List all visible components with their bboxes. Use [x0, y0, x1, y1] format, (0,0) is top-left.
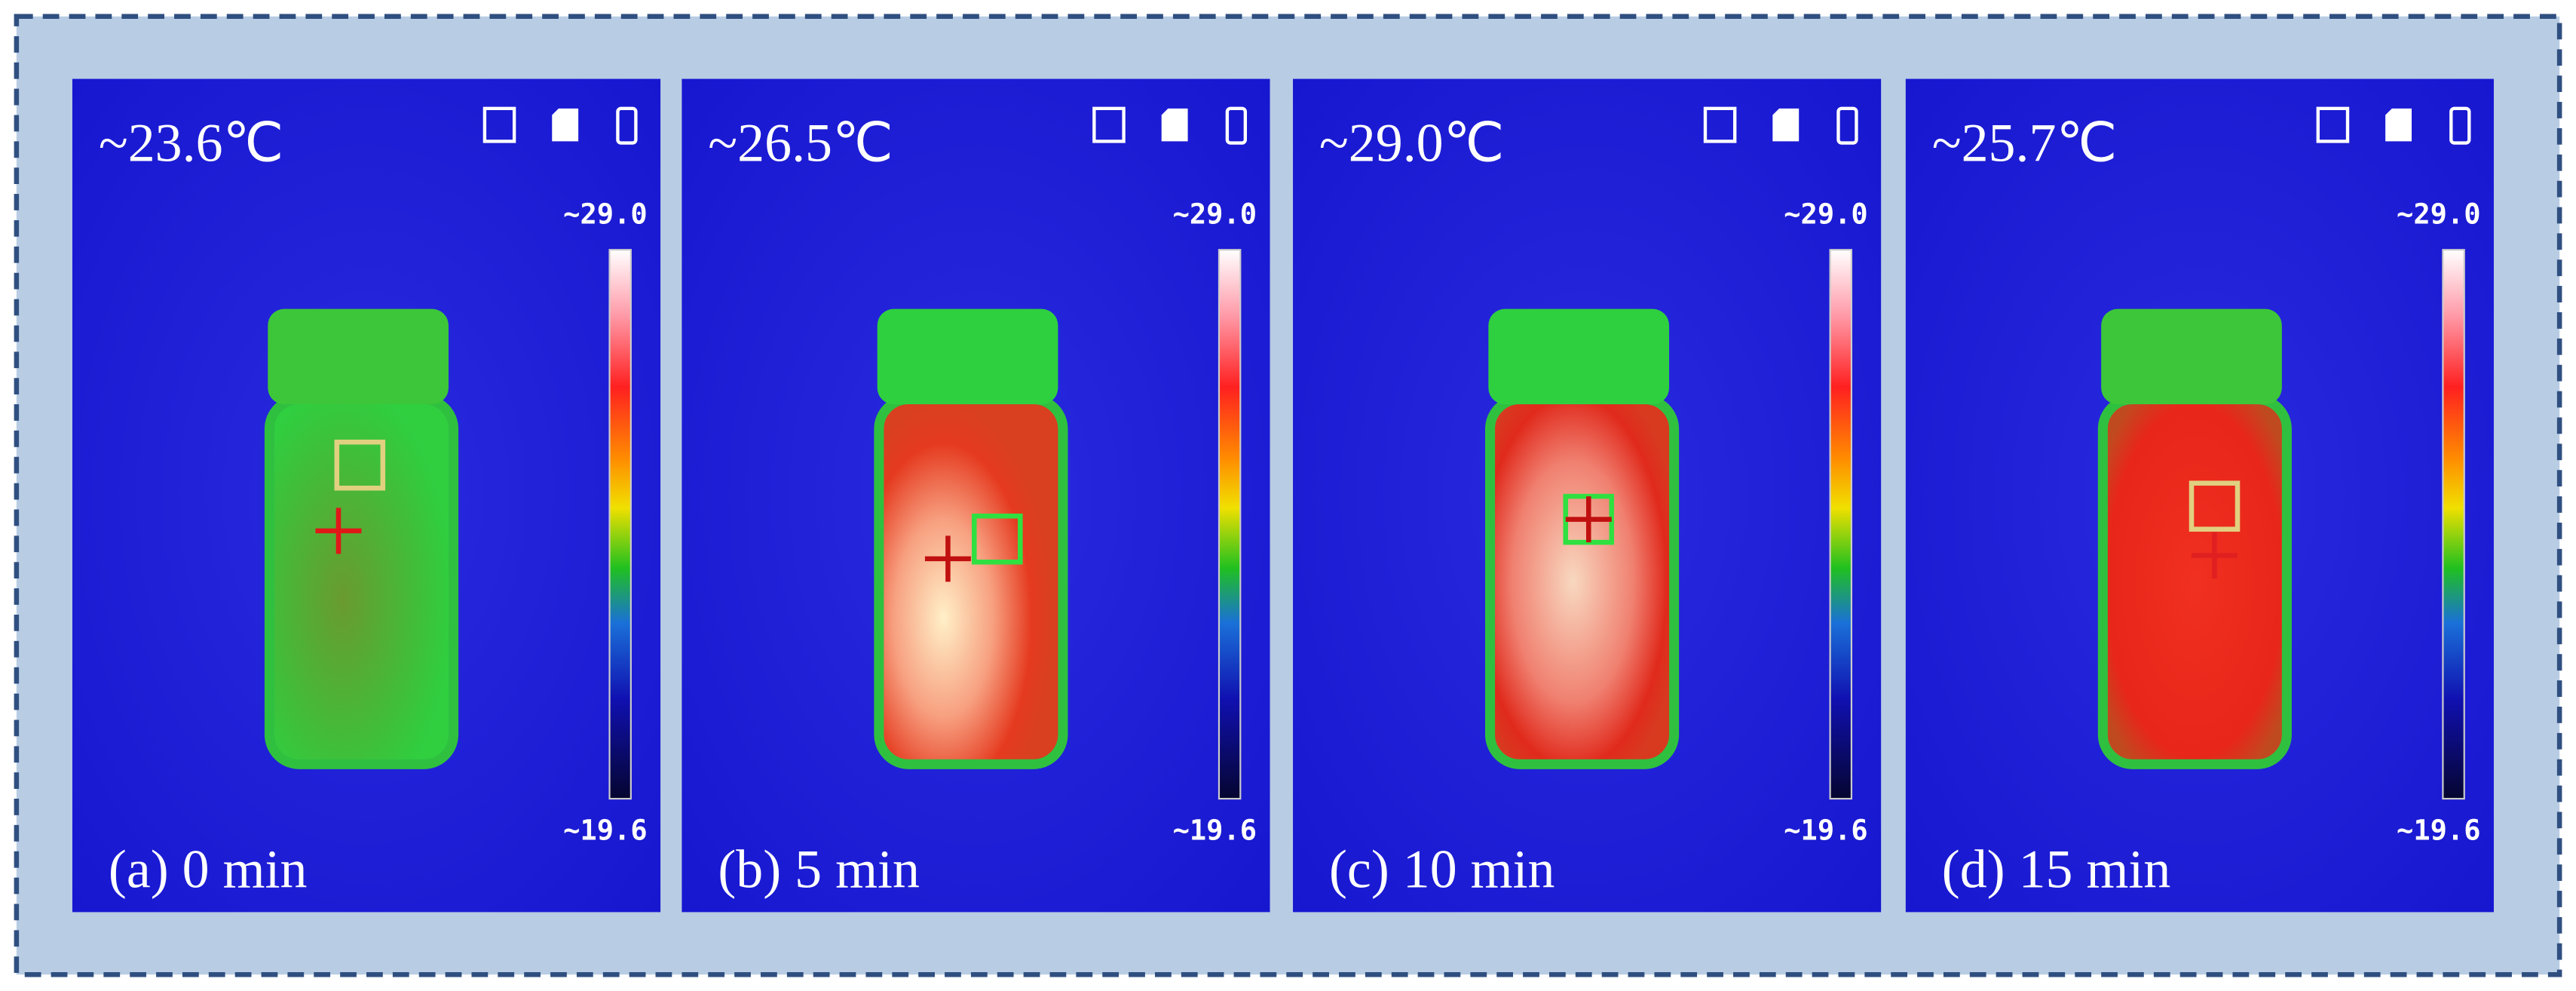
battery-icon [616, 106, 638, 145]
bottle-body [2097, 394, 2292, 769]
bottle-body [874, 394, 1068, 769]
scale-max: ~29.0 [2397, 198, 2480, 230]
sd-icon [1161, 108, 1188, 142]
unit-icon [1703, 106, 1737, 143]
scale-max: ~29.0 [563, 198, 647, 230]
thermal-panel: ~29.0 ~19.6 ~26.5℃ (b) 5 min [682, 78, 1270, 913]
temperature-label: ~23.6℃ [99, 113, 283, 173]
thermal-panel: ~29.0 ~19.6 ~25.7℃ (d) 15 min [1905, 78, 2494, 913]
panel-caption: (b) 5 min [718, 839, 920, 900]
bottle-cap [877, 308, 1058, 405]
panel-caption: (c) 10 min [1329, 839, 1555, 900]
scale-min: ~19.6 [2397, 815, 2480, 847]
battery-icon [2449, 106, 2471, 145]
measure-box [972, 513, 1023, 565]
unit-icon [1092, 106, 1126, 143]
color-scale [608, 249, 632, 800]
temperature-label: ~29.0℃ [1319, 113, 1505, 173]
scale-max: ~29.0 [1784, 198, 1867, 230]
temperature-label: ~25.7℃ [1932, 113, 2117, 173]
color-scale [1218, 249, 1242, 800]
temperature-label: ~26.5℃ [708, 113, 893, 173]
panel-caption: (d) 15 min [1942, 839, 2171, 900]
panel-caption: (a) 0 min [109, 839, 308, 900]
scale-max: ~29.0 [1173, 198, 1257, 230]
bottle-cap [268, 308, 449, 405]
measure-box [334, 439, 386, 491]
sd-icon [552, 108, 579, 142]
measure-box [2189, 480, 2241, 532]
scale-min: ~19.6 [1784, 815, 1867, 847]
unit-icon [2316, 106, 2350, 143]
bottle-body [1484, 394, 1680, 769]
battery-icon [1225, 106, 1248, 145]
bottle-cap [2101, 308, 2282, 405]
bottle-cap [1488, 308, 1670, 405]
sd-icon [1772, 108, 1800, 142]
scale-min: ~19.6 [1173, 815, 1257, 847]
color-scale [1829, 249, 1853, 800]
thermal-panel: ~29.0 ~19.6 ~29.0℃ (c) 10 min [1293, 78, 1882, 913]
bottle-body [264, 394, 459, 769]
unit-icon [482, 106, 516, 143]
color-scale [2442, 249, 2465, 800]
battery-icon [1836, 106, 1858, 145]
thermal-panel: ~29.0 ~19.6 ~23.6℃ (a) 0 min [72, 78, 661, 913]
scale-min: ~19.6 [563, 815, 647, 847]
sd-icon [2385, 108, 2412, 142]
